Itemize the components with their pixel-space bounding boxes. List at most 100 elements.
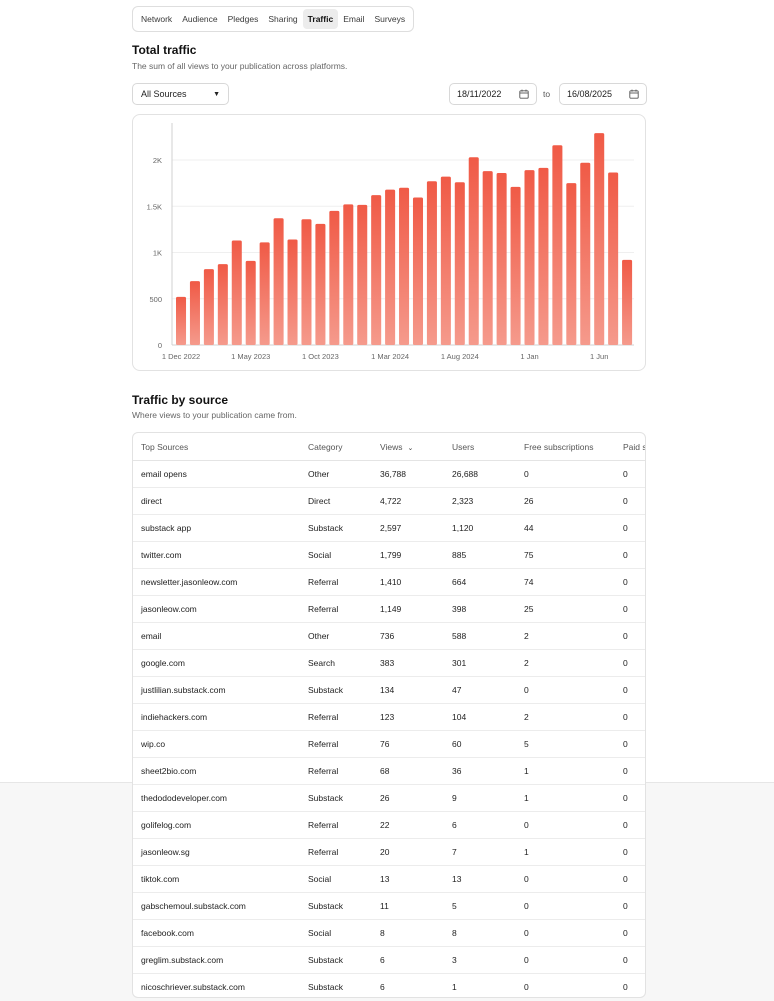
table-cell: Substack xyxy=(300,946,372,974)
tab-audience[interactable]: Audience xyxy=(182,14,218,24)
table-cell: 1,120 xyxy=(444,514,516,542)
traffic-bar xyxy=(329,210,340,345)
total-traffic-subtitle: The sum of all views to your publication… xyxy=(132,61,348,71)
table-row[interactable]: email Other 736 588 2 0 xyxy=(133,622,645,650)
table-row[interactable]: gabschemoul.substack.com Substack 11 5 0 0 xyxy=(133,892,645,920)
table-row[interactable]: jasonleow.sg Referral 20 7 1 0 xyxy=(133,838,645,866)
table-row[interactable]: google.com Search 383 301 2 0 xyxy=(133,649,645,677)
table-cell: 0 xyxy=(615,838,645,866)
column-header[interactable]: Top Sources xyxy=(133,433,300,461)
table-cell: 0 xyxy=(516,946,615,974)
table-cell: 74 xyxy=(516,568,615,596)
table-cell: 0 xyxy=(615,946,645,974)
table-cell: 0 xyxy=(615,730,645,758)
table-cell: 2,323 xyxy=(444,487,516,515)
table-cell: 383 xyxy=(372,649,444,677)
x-tick-label: 1 May 2023 xyxy=(231,352,270,361)
table-cell: 0 xyxy=(615,568,645,596)
table-row[interactable]: justlilian.substack.com Substack 134 47 0 0 xyxy=(133,676,645,704)
table-cell: 11 xyxy=(372,892,444,920)
traffic-bar xyxy=(412,197,424,345)
table-cell: Direct xyxy=(300,487,372,515)
traffic-bar xyxy=(580,162,591,345)
sort-descending-icon[interactable]: ⌄ xyxy=(407,444,414,452)
table-row[interactable]: tiktok.com Social 13 13 0 0 xyxy=(133,865,645,893)
table-row[interactable]: facebook.com Social 8 8 0 0 xyxy=(133,919,645,947)
table-cell: 664 xyxy=(444,568,516,596)
table-row[interactable]: substack app Substack 2,597 1,120 44 0 xyxy=(133,514,645,542)
table-cell: 26,688 xyxy=(444,460,516,488)
table-cell: 134 xyxy=(372,676,444,704)
date-from-input[interactable]: 18/11/2022 xyxy=(449,83,537,105)
table-row[interactable]: twitter.com Social 1,799 885 75 0 xyxy=(133,541,645,569)
total-traffic-title: Total traffic xyxy=(132,43,197,57)
chevron-down-icon: ▼ xyxy=(213,90,220,98)
table-row[interactable]: sheet2bio.com Referral 68 36 1 0 xyxy=(133,757,645,785)
table-cell: 0 xyxy=(615,973,645,997)
table-cell: 36 xyxy=(444,757,516,785)
column-header[interactable]: Paid subscriptions xyxy=(615,433,645,461)
table-row[interactable]: wip.co Referral 76 60 5 0 xyxy=(133,730,645,758)
tab-pledges[interactable]: Pledges xyxy=(227,14,259,24)
column-header[interactable]: Views ⌄ xyxy=(372,433,444,461)
table-row[interactable]: newsletter.jasonleow.com Referral 1,410 664… xyxy=(133,568,645,596)
table-cell: 0 xyxy=(615,514,645,542)
date-to-input[interactable]: 16/08/2025 xyxy=(559,83,647,105)
table-cell: Social xyxy=(300,541,372,569)
tab-network[interactable]: Network xyxy=(141,14,173,24)
table-cell: 1 xyxy=(516,757,615,785)
table-cell: jasonleow.com xyxy=(133,595,300,623)
table-cell: 123 xyxy=(372,703,444,731)
table-cell: 0 xyxy=(516,676,615,704)
traffic-bar xyxy=(385,189,396,345)
table-cell: 588 xyxy=(444,622,516,650)
table-row[interactable]: thedododeveloper.com Substack 26 9 1 0 xyxy=(133,784,645,812)
table-cell: 9 xyxy=(444,784,516,812)
table-row[interactable]: jasonleow.com Referral 1,149 398 25 0 xyxy=(133,595,645,623)
column-header[interactable]: Category xyxy=(300,433,372,461)
table-cell: Referral xyxy=(300,838,372,866)
table-cell: 0 xyxy=(615,892,645,920)
table-cell: 22 xyxy=(372,811,444,839)
table-cell: 0 xyxy=(615,784,645,812)
traffic-bar xyxy=(468,157,479,345)
table-cell: tiktok.com xyxy=(133,865,300,893)
table-cell: 47 xyxy=(444,676,516,704)
table-cell: 68 xyxy=(372,757,444,785)
column-header-label: Category xyxy=(308,441,343,452)
table-cell: 0 xyxy=(516,892,615,920)
table-row[interactable]: direct Direct 4,722 2,323 26 0 xyxy=(133,487,645,515)
table-cell: twitter.com xyxy=(133,541,300,569)
table-cell: 0 xyxy=(516,865,615,893)
table-row[interactable]: nicoschriever.substack.com Substack 6 1 0 0 xyxy=(133,973,645,997)
table-row[interactable]: email opens Other 36,788 26,688 0 0 xyxy=(133,460,645,488)
table-cell: 1 xyxy=(444,973,516,997)
table-cell: 0 xyxy=(516,973,615,997)
table-cell: jasonleow.sg xyxy=(133,838,300,866)
y-tick-label: 1K xyxy=(153,249,162,258)
table-cell: 76 xyxy=(372,730,444,758)
table-row[interactable]: golifelog.com Referral 22 6 0 0 xyxy=(133,811,645,839)
traffic-bar xyxy=(259,242,270,345)
column-header[interactable]: Free subscriptions xyxy=(516,433,615,461)
traffic-bar xyxy=(454,182,465,345)
tab-traffic[interactable]: Traffic xyxy=(302,9,339,29)
table-cell: 1 xyxy=(516,838,615,866)
source-select[interactable]: All Sources ▼ xyxy=(132,83,229,105)
column-header-label: Views xyxy=(380,441,403,452)
table-cell: 2 xyxy=(516,622,615,650)
traffic-chart-card: 0 500 1K 1.5K 2K 1 Dec 2022 1 May 2023 1 Oct 20… xyxy=(132,114,646,371)
table-cell: 0 xyxy=(615,865,645,893)
table-cell: 7 xyxy=(444,838,516,866)
table-cell: Referral xyxy=(300,811,372,839)
tab-sharing[interactable]: Sharing xyxy=(268,14,298,24)
column-header-label: Users xyxy=(452,441,475,452)
table-cell: substack app xyxy=(133,514,300,542)
table-cell: 2 xyxy=(516,703,615,731)
table-row[interactable]: indiehackers.com Referral 123 104 2 0 xyxy=(133,703,645,731)
traffic-bar xyxy=(343,204,354,345)
tab-surveys[interactable]: Surveys xyxy=(374,14,406,24)
tab-email[interactable]: Email xyxy=(343,14,365,24)
column-header[interactable]: Users xyxy=(444,433,516,461)
table-row[interactable]: greglim.substack.com Substack 6 3 0 0 xyxy=(133,946,645,974)
